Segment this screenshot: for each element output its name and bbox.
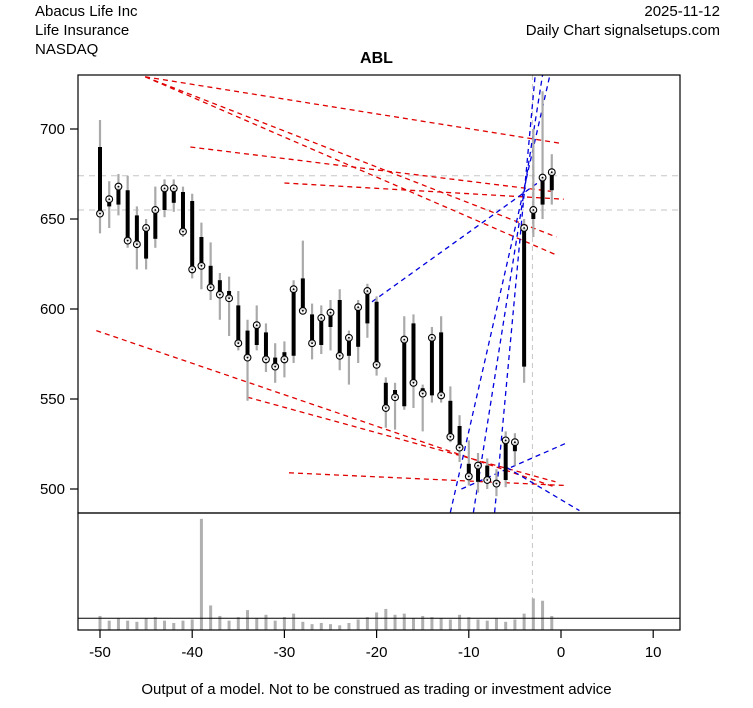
close-marker bbox=[262, 355, 270, 364]
close-marker bbox=[391, 393, 399, 402]
close-marker bbox=[446, 432, 455, 441]
close-marker bbox=[271, 362, 280, 371]
x-axis-label: -50 bbox=[89, 644, 111, 661]
x-axis-label: -20 bbox=[366, 644, 388, 661]
close-marker bbox=[437, 391, 446, 400]
blue-trendline bbox=[506, 466, 580, 512]
header-left: Abacus Life Inc Life Insurance NASDAQ bbox=[35, 2, 138, 59]
x-axis-label: -40 bbox=[181, 644, 203, 661]
header-right: 2025-11-12 Daily Chart signalsetups.com bbox=[526, 2, 720, 40]
y-axis-label: 650 bbox=[40, 211, 65, 228]
close-marker bbox=[160, 184, 169, 193]
close-marker bbox=[243, 353, 252, 362]
red-trendline bbox=[144, 76, 557, 238]
close-marker bbox=[114, 182, 123, 191]
price-panel-border bbox=[77, 74, 681, 514]
close-marker bbox=[188, 265, 197, 274]
close-marker bbox=[105, 195, 114, 204]
close-marker bbox=[492, 479, 501, 488]
close-marker bbox=[335, 351, 344, 360]
close-marker bbox=[206, 283, 215, 292]
x-axis-label: -10 bbox=[458, 644, 480, 661]
chart-type-label: Daily Chart signalsetups.com bbox=[525, 22, 720, 39]
chart-date: 2025-11-12 bbox=[644, 3, 720, 20]
close-marker bbox=[151, 206, 160, 214]
exchange-label: NASDAQ bbox=[35, 41, 99, 58]
close-marker bbox=[547, 168, 556, 177]
close-marker bbox=[197, 261, 206, 270]
close-marker bbox=[123, 236, 132, 245]
red-trendline bbox=[144, 76, 557, 256]
close-marker bbox=[289, 285, 298, 294]
close-marker bbox=[501, 436, 510, 445]
close-marker bbox=[538, 173, 547, 182]
close-marker bbox=[510, 438, 519, 447]
close-marker bbox=[418, 389, 427, 398]
disclaimer-text: Output of a model. Not to be construed a… bbox=[141, 681, 612, 698]
close-marker bbox=[225, 294, 234, 303]
ticker-symbol: ABL bbox=[360, 50, 393, 67]
close-marker bbox=[96, 209, 104, 218]
close-marker bbox=[483, 476, 492, 484]
sector-label: Life Insurance bbox=[35, 22, 130, 39]
y-axis-label: 700 bbox=[40, 121, 65, 138]
close-marker bbox=[427, 333, 436, 342]
red-trendline bbox=[190, 146, 557, 193]
close-marker bbox=[474, 461, 482, 470]
close-marker bbox=[298, 306, 307, 315]
x-axis-label: 10 bbox=[645, 644, 662, 661]
close-marker bbox=[179, 227, 187, 236]
close-marker bbox=[280, 355, 289, 364]
close-marker bbox=[455, 443, 464, 452]
close-marker bbox=[344, 333, 353, 342]
close-marker bbox=[169, 184, 178, 193]
y-axis-label: 600 bbox=[40, 301, 65, 318]
x-axis-label: -30 bbox=[274, 644, 296, 661]
close-marker bbox=[234, 339, 243, 348]
close-marker bbox=[409, 378, 418, 387]
close-marker bbox=[317, 314, 326, 322]
close-marker bbox=[520, 224, 529, 232]
close-marker bbox=[142, 224, 151, 232]
close-marker bbox=[372, 360, 381, 369]
x-axis-label: 0 bbox=[557, 644, 565, 661]
close-marker bbox=[215, 290, 224, 299]
y-axis-label: 550 bbox=[40, 391, 65, 408]
close-marker bbox=[381, 404, 390, 412]
blue-trendline bbox=[472, 75, 544, 513]
red-trendline bbox=[145, 76, 562, 145]
close-marker bbox=[363, 287, 372, 295]
blue-trendline bbox=[371, 178, 543, 303]
close-marker bbox=[529, 206, 538, 214]
volume-panel-border bbox=[77, 512, 681, 631]
close-marker bbox=[326, 308, 335, 317]
close-marker bbox=[464, 472, 473, 481]
blue-trendline bbox=[493, 75, 536, 513]
close-marker bbox=[132, 240, 141, 249]
close-marker bbox=[252, 321, 261, 330]
company-name: Abacus Life Inc bbox=[35, 3, 138, 20]
close-marker bbox=[308, 339, 317, 348]
y-axis-label: 500 bbox=[40, 481, 65, 498]
red-trendline bbox=[284, 182, 564, 200]
close-marker bbox=[400, 335, 409, 344]
close-marker bbox=[354, 303, 363, 312]
red-trendline bbox=[288, 472, 564, 487]
